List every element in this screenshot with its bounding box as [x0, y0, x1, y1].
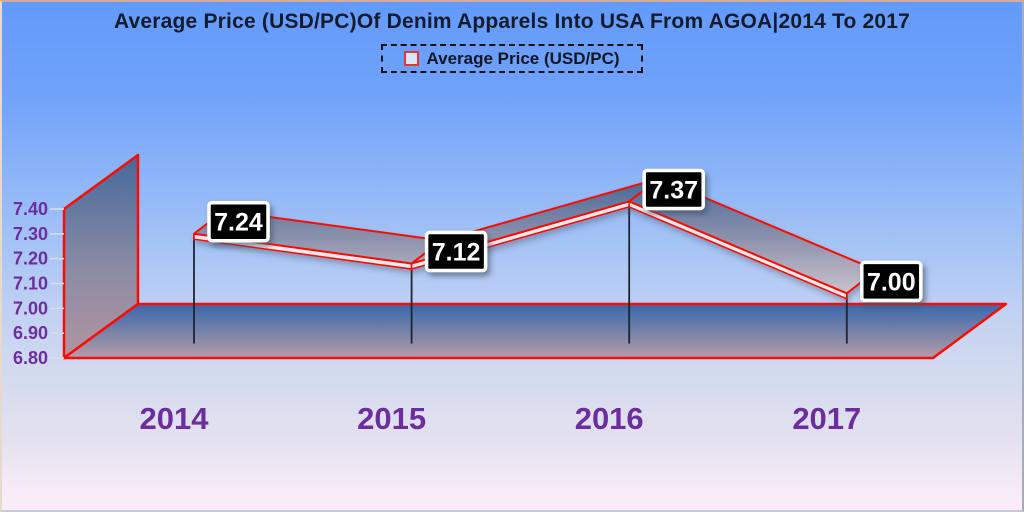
- floor: [62, 302, 1008, 360]
- x-axis-label: 2014: [140, 401, 210, 436]
- data-label-box: [642, 168, 705, 211]
- x-axis-label: 2015: [357, 401, 426, 436]
- y-tick-label: 7.40: [13, 199, 48, 219]
- data-label-box: [207, 200, 270, 243]
- data-label-value: 7.24: [214, 209, 263, 237]
- data-label-box: [860, 260, 923, 303]
- data-label-value: 7.12: [432, 239, 481, 267]
- data-label: 7.12: [424, 230, 488, 273]
- data-label: 7.24: [207, 200, 270, 243]
- x-axis-label: 2017: [792, 401, 861, 436]
- data-label-value: 7.00: [867, 268, 916, 296]
- y-tick-label: 7.30: [13, 224, 48, 244]
- y-tick-label: 6.90: [13, 323, 48, 343]
- x-axis-label: 2016: [575, 401, 644, 436]
- chart-title: Average Price (USD/PC)Of Denim Apparels …: [113, 10, 911, 33]
- data-label-box: [424, 230, 488, 273]
- data-label: 7.00: [860, 260, 923, 303]
- y-tick-label: 7.10: [13, 274, 48, 294]
- y-tick-label: 7.00: [13, 298, 48, 318]
- ribbon: [193, 177, 878, 301]
- legend: Average Price (USD/PC): [381, 44, 643, 73]
- y-tick-label: 7.20: [13, 249, 48, 269]
- y-tick-label: 6.80: [13, 348, 48, 368]
- data-label-value: 7.37: [649, 176, 698, 204]
- legend-marker-icon: [404, 51, 420, 66]
- data-label: 7.37: [642, 168, 705, 211]
- legend-label: Average Price (USD/PC): [426, 48, 620, 68]
